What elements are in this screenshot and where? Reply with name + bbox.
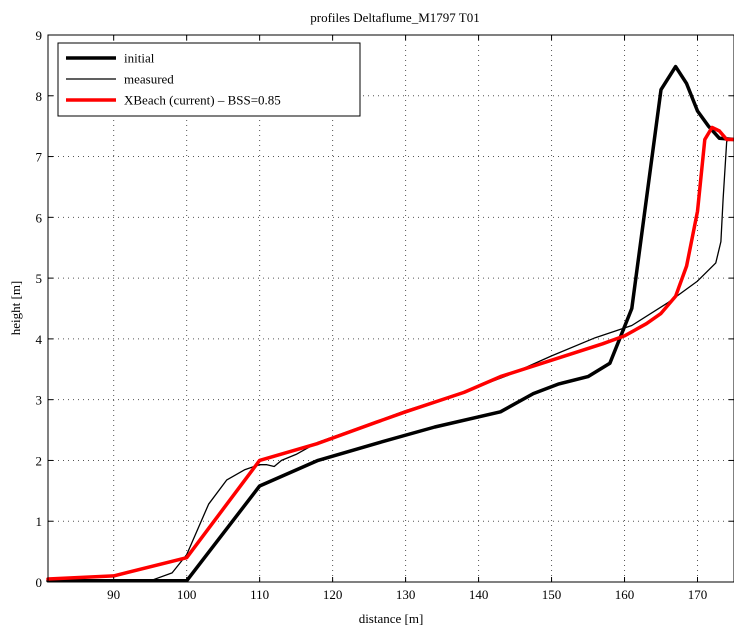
x-tick-label: 90 (107, 587, 120, 602)
y-tick-label: 9 (36, 28, 43, 43)
series-line-2 (47, 138, 734, 582)
y-tick-label: 6 (36, 210, 43, 225)
chart-title: profiles Deltaflume_M1797 T01 (310, 10, 479, 25)
y-tick-label: 3 (36, 393, 43, 408)
legend-label: initial (124, 51, 155, 66)
x-axis-label: distance [m] (359, 611, 424, 626)
x-tick-label: 100 (177, 587, 197, 602)
x-tick-label: 140 (469, 587, 489, 602)
grid (48, 34, 734, 583)
x-tick-label: 110 (250, 587, 269, 602)
legend-label: measured (124, 72, 174, 87)
x-tick-label: 120 (323, 587, 343, 602)
series-line-1 (46, 64, 734, 583)
axis-ticks: 90 100 110 120 130 140 150 160 170 0 1 2 3 4 5 6 7 8 9 (36, 28, 734, 602)
legend-label: XBeach (current) – BSS=0.85 (124, 93, 281, 108)
series-line-3 (46, 125, 734, 581)
x-tick-label: 170 (688, 587, 708, 602)
y-tick-label: 8 (36, 89, 43, 104)
x-tick-label: 160 (615, 587, 635, 602)
y-tick-label: 2 (36, 453, 43, 468)
legend: initial measured XBeach (current) – BSS=0.… (57, 42, 361, 117)
x-tick-label: 150 (542, 587, 562, 602)
y-tick-label: 4 (36, 332, 43, 347)
y-tick-label: 1 (36, 514, 43, 529)
series-lines (46, 64, 734, 583)
x-tick-label: 130 (396, 587, 416, 602)
y-tick-label: 5 (36, 271, 43, 286)
y-tick-label: 0 (36, 575, 43, 590)
y-tick-label: 7 (36, 150, 43, 165)
y-axis-label: height [m] (8, 281, 23, 336)
plot-frame (47, 34, 734, 583)
